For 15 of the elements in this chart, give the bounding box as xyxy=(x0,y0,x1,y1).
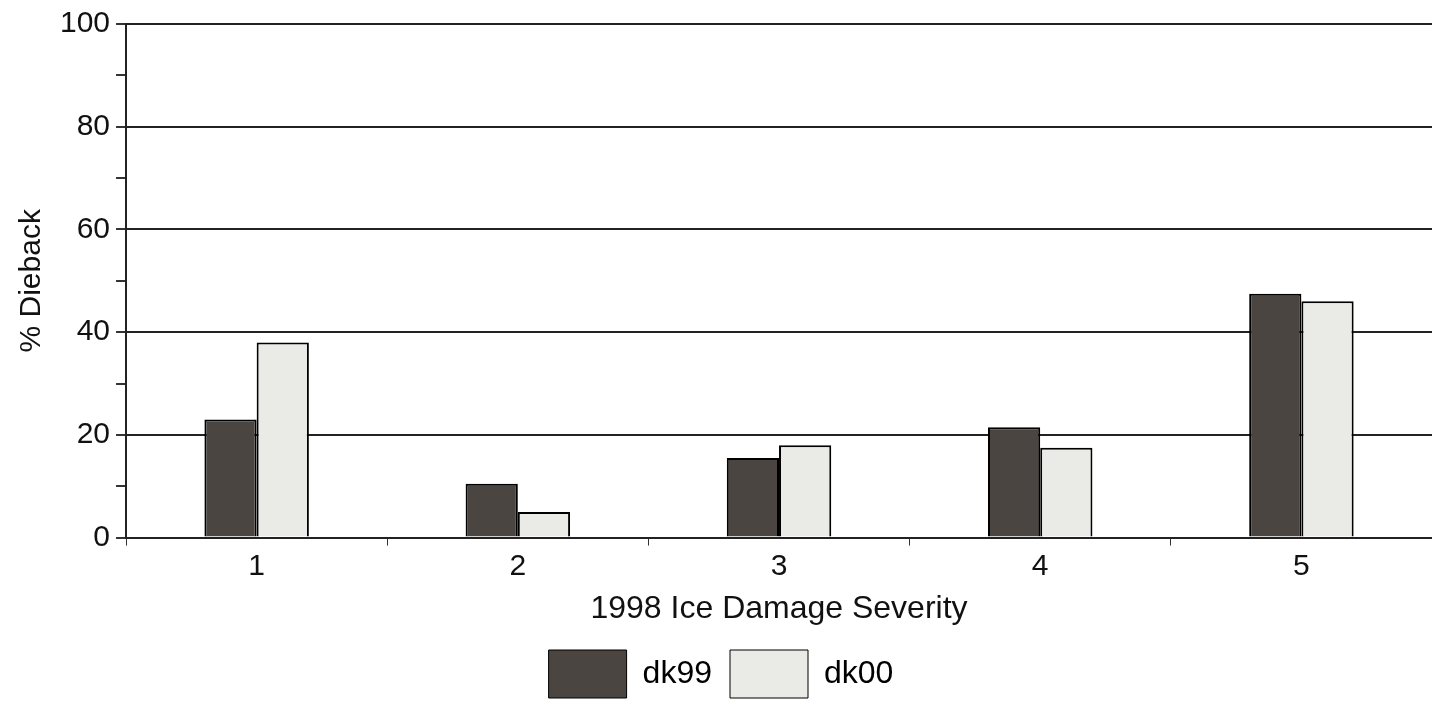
x-tick-label: 3 xyxy=(770,547,788,581)
x-tick-label: 4 xyxy=(1031,547,1049,581)
x-tick-label: 5 xyxy=(1293,547,1310,581)
y-tick-label: 100 xyxy=(59,5,111,39)
x-tick-label: 2 xyxy=(509,547,527,581)
legend-label: dk99 xyxy=(642,653,712,690)
y-tick-label: 60 xyxy=(76,210,111,244)
x-tick-label: 1 xyxy=(248,547,265,581)
y-tick-label: 20 xyxy=(76,416,111,450)
y-tick-label: 0 xyxy=(93,518,111,552)
y-tick-label: 80 xyxy=(76,107,111,141)
y-tick-label: 40 xyxy=(76,313,111,347)
y-axis-title: % Dieback xyxy=(13,208,47,353)
x-axis-title: 1998 Ice Damage Severity xyxy=(590,588,968,625)
legend-label: dk00 xyxy=(824,653,894,690)
